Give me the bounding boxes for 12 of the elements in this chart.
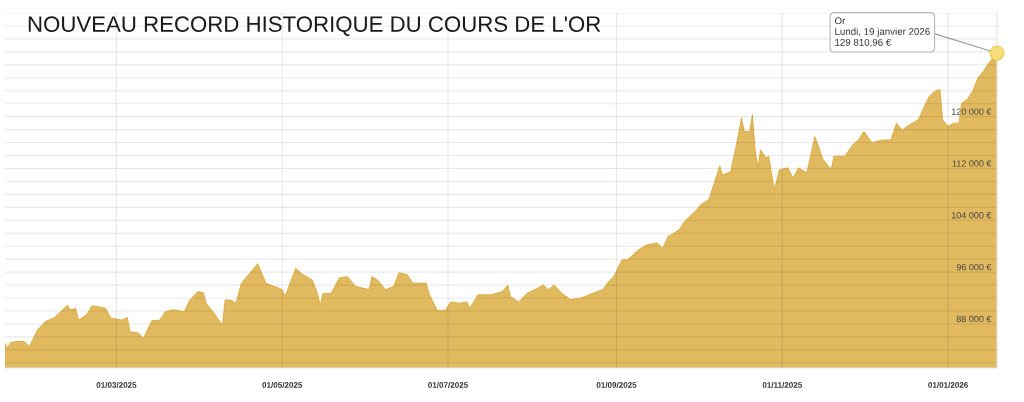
x-tick-label: 01/11/2025	[762, 381, 803, 388]
y-tick-label: 104 000 €	[951, 212, 992, 219]
x-tick-label: 01/03/2025	[96, 381, 137, 388]
y-tick-label: 88 000 €	[956, 315, 992, 323]
x-tick-label: 01/07/2025	[428, 381, 468, 388]
x-tick-label: 01/05/2025	[262, 381, 303, 388]
y-tick-label: 96 000 €	[956, 263, 992, 271]
annotation: Or Lundi, 19 janvier 2026 129 810,96 €	[834, 17, 930, 47]
x-tick-label: 01/09/2025	[596, 381, 637, 388]
x-tick-label: 01/01/2026	[928, 381, 968, 388]
y-tick-label: 112 000 €	[952, 160, 992, 167]
chart-title: NOUVEAU RECORD HISTORIQUE DU COURS DE L'OR	[28, 16, 601, 36]
